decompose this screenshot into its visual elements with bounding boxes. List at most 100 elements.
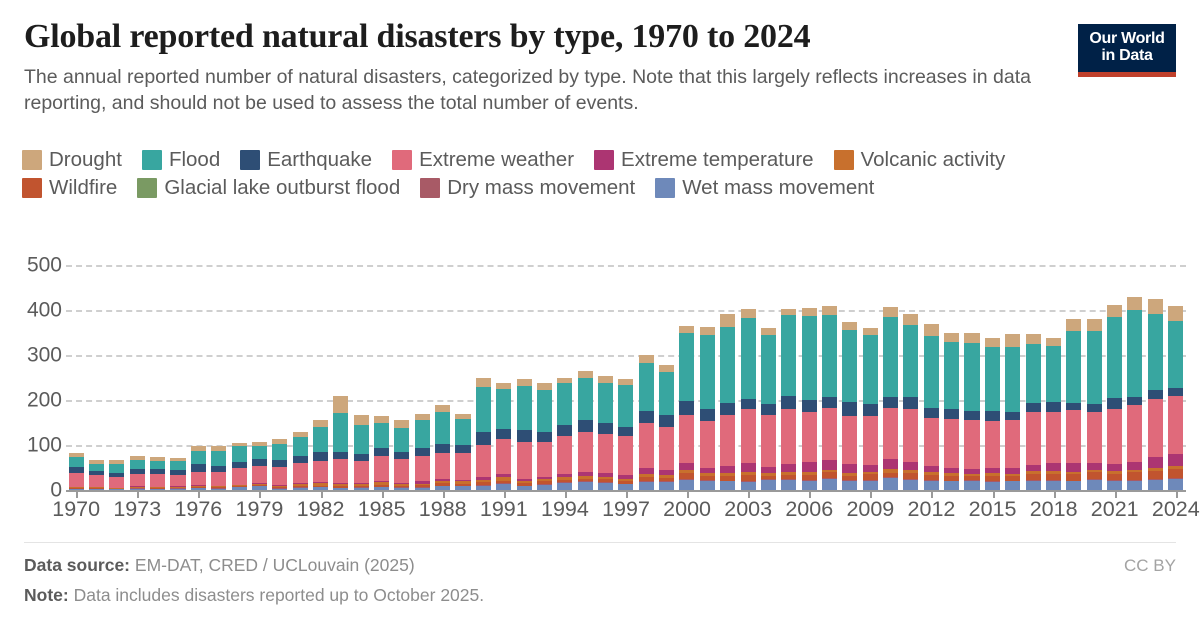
- bar-slot-1979[interactable]: [249, 265, 269, 490]
- bar-slot-2016[interactable]: [1003, 265, 1023, 490]
- stacked-bar-1981[interactable]: [292, 431, 308, 490]
- bar-slot-1978[interactable]: [229, 265, 249, 490]
- stacked-bar-1985[interactable]: [374, 416, 390, 490]
- bar-slot-1999[interactable]: [656, 265, 676, 490]
- legend-item-glacial-lake-outburst-flood[interactable]: Glacial lake outburst flood: [137, 177, 400, 199]
- bar-slot-2018[interactable]: [1043, 265, 1063, 490]
- stacked-bar-1983[interactable]: [333, 395, 349, 490]
- legend-item-dry-mass-movement[interactable]: Dry mass movement: [420, 177, 635, 199]
- stacked-bar-2012[interactable]: [923, 324, 939, 490]
- bar-slot-1998[interactable]: [636, 265, 656, 490]
- stacked-bar-1987[interactable]: [414, 414, 430, 490]
- bar-slot-2009[interactable]: [860, 265, 880, 490]
- bar-slot-2003[interactable]: [738, 265, 758, 490]
- legend-item-wet-mass-movement[interactable]: Wet mass movement: [655, 177, 874, 199]
- bar-slot-1976[interactable]: [188, 265, 208, 490]
- stacked-bar-2014[interactable]: [964, 333, 980, 490]
- stacked-bar-1984[interactable]: [353, 414, 369, 490]
- legend-item-extreme-weather[interactable]: Extreme weather: [392, 149, 574, 171]
- bar-slot-1989[interactable]: [453, 265, 473, 490]
- stacked-bar-2010[interactable]: [883, 307, 899, 490]
- bar-slot-1994[interactable]: [555, 265, 575, 490]
- bar-slot-1995[interactable]: [575, 265, 595, 490]
- bar-slot-1973[interactable]: [127, 265, 147, 490]
- legend-item-wildfire[interactable]: Wildfire: [22, 177, 117, 199]
- stacked-bar-1995[interactable]: [577, 371, 593, 490]
- stacked-bar-2006[interactable]: [801, 308, 817, 490]
- stacked-bar-2018[interactable]: [1045, 337, 1061, 490]
- stacked-bar-2016[interactable]: [1005, 334, 1021, 490]
- bar-slot-2014[interactable]: [962, 265, 982, 490]
- license-badge[interactable]: CC BY: [1124, 556, 1176, 575]
- stacked-bar-1990[interactable]: [475, 378, 491, 490]
- bar-slot-1972[interactable]: [107, 265, 127, 490]
- stacked-bar-2004[interactable]: [760, 328, 776, 490]
- stacked-bar-1994[interactable]: [557, 377, 573, 490]
- bar-slot-1996[interactable]: [595, 265, 615, 490]
- bar-slot-1991[interactable]: [494, 265, 514, 490]
- stacked-bar-1986[interactable]: [394, 420, 410, 490]
- bar-slot-2020[interactable]: [1084, 265, 1104, 490]
- stacked-bar-2017[interactable]: [1025, 334, 1041, 490]
- bar-slot-2012[interactable]: [921, 265, 941, 490]
- stacked-bar-1999[interactable]: [659, 364, 675, 490]
- bar-slot-1984[interactable]: [351, 265, 371, 490]
- stacked-bar-1978[interactable]: [231, 443, 247, 490]
- bar-slot-1993[interactable]: [534, 265, 554, 490]
- stacked-bar-1991[interactable]: [496, 382, 512, 490]
- stacked-bar-2023[interactable]: [1147, 299, 1163, 490]
- bar-slot-1977[interactable]: [209, 265, 229, 490]
- bar-slot-2011[interactable]: [901, 265, 921, 490]
- legend-item-extreme-temperature[interactable]: Extreme temperature: [594, 149, 814, 171]
- bar-slot-1987[interactable]: [412, 265, 432, 490]
- bar-slot-1970[interactable]: [66, 265, 86, 490]
- stacked-bar-1974[interactable]: [150, 457, 166, 490]
- stacked-bar-2021[interactable]: [1106, 304, 1123, 490]
- bar-slot-2019[interactable]: [1064, 265, 1084, 490]
- bar-slot-2022[interactable]: [1125, 265, 1145, 490]
- stacked-bar-2000[interactable]: [679, 325, 695, 490]
- stacked-bar-2007[interactable]: [821, 306, 837, 490]
- stacked-bar-1988[interactable]: [435, 405, 451, 490]
- stacked-bar-1998[interactable]: [638, 354, 654, 490]
- stacked-bar-2013[interactable]: [944, 333, 960, 490]
- bar-slot-2006[interactable]: [799, 265, 819, 490]
- stacked-bar-2008[interactable]: [842, 322, 858, 490]
- stacked-bar-2024[interactable]: [1168, 305, 1184, 490]
- bar-slot-1981[interactable]: [290, 265, 310, 490]
- stacked-bar-2002[interactable]: [720, 313, 736, 490]
- bar-slot-2024[interactable]: [1165, 265, 1185, 490]
- stacked-bar-2001[interactable]: [699, 327, 715, 490]
- stacked-bar-1975[interactable]: [170, 458, 186, 490]
- bar-slot-2010[interactable]: [880, 265, 900, 490]
- stacked-bar-1976[interactable]: [190, 445, 206, 490]
- legend-item-drought[interactable]: Drought: [22, 149, 122, 171]
- bar-slot-2001[interactable]: [697, 265, 717, 490]
- bar-slot-2013[interactable]: [941, 265, 961, 490]
- stacked-bar-2011[interactable]: [903, 313, 919, 490]
- stacked-bar-1979[interactable]: [251, 441, 267, 490]
- bar-slot-2005[interactable]: [779, 265, 799, 490]
- bar-slot-1983[interactable]: [331, 265, 351, 490]
- stacked-bar-2009[interactable]: [862, 328, 878, 490]
- bar-slot-1975[interactable]: [168, 265, 188, 490]
- bar-slot-2002[interactable]: [718, 265, 738, 490]
- bar-slot-2017[interactable]: [1023, 265, 1043, 490]
- stacked-bar-1970[interactable]: [68, 452, 84, 490]
- stacked-bar-1980[interactable]: [272, 439, 288, 490]
- our-world-in-data-logo[interactable]: Our World in Data: [1078, 24, 1176, 77]
- legend-item-flood[interactable]: Flood: [141, 149, 220, 171]
- bar-slot-1990[interactable]: [473, 265, 493, 490]
- bar-slot-1985[interactable]: [371, 265, 391, 490]
- legend-item-volcanic-activity[interactable]: Volcanic activity: [833, 149, 1005, 171]
- stacked-bar-1996[interactable]: [597, 376, 614, 490]
- legend-item-earthquake[interactable]: Earthquake: [240, 149, 372, 171]
- stacked-bar-2003[interactable]: [740, 308, 756, 490]
- stacked-bar-1971[interactable]: [89, 459, 105, 490]
- bar-slot-2015[interactable]: [982, 265, 1002, 490]
- bar-slot-2004[interactable]: [758, 265, 778, 490]
- stacked-bar-1977[interactable]: [211, 446, 227, 490]
- bar-slot-2023[interactable]: [1145, 265, 1165, 490]
- stacked-bar-1993[interactable]: [536, 382, 552, 490]
- bar-slot-2000[interactable]: [677, 265, 697, 490]
